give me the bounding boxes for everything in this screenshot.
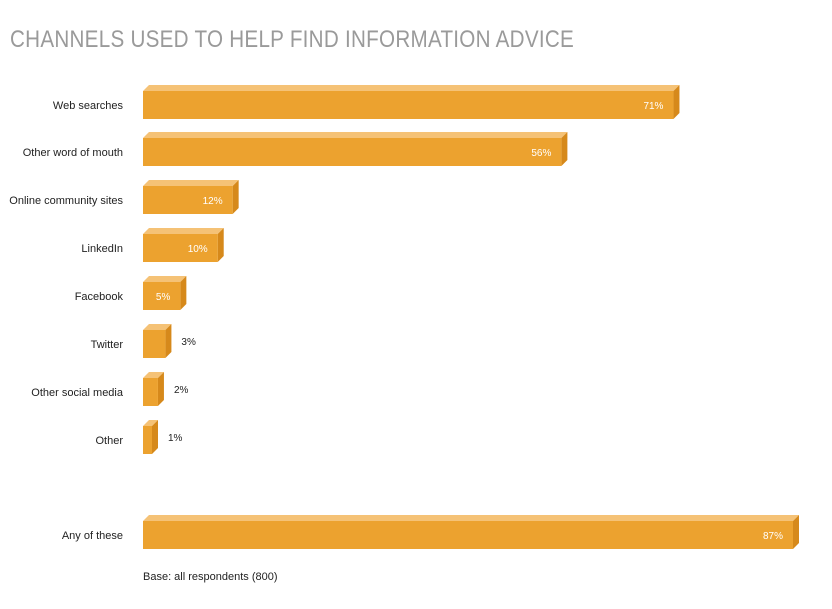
chart-title: CHANNELS USED TO HELP FIND INFORMATION A… xyxy=(10,26,575,53)
value-label-web-searches: 71% xyxy=(643,101,663,112)
bar-side-any-of-these xyxy=(793,515,799,549)
bar-top-other-social-media xyxy=(143,372,164,378)
bar-side-other xyxy=(152,420,158,454)
bar-any-of-these xyxy=(143,521,793,549)
bar-facebook xyxy=(143,282,181,310)
bar-top-other-word-of-mouth xyxy=(143,132,568,138)
value-label-facebook: 5% xyxy=(156,292,171,303)
bar-side-online-community-sites xyxy=(232,180,239,214)
bar-top-web-searches xyxy=(143,85,680,91)
bar-side-linkedin xyxy=(217,228,224,262)
category-label-other: Other xyxy=(95,435,123,447)
bar-other xyxy=(143,426,152,454)
category-label-twitter: Twitter xyxy=(91,339,124,351)
bar-web-searches xyxy=(143,91,674,119)
value-label-linkedin: 10% xyxy=(188,244,208,255)
category-label-web-searches: Web searches xyxy=(53,100,124,112)
bar-side-other-social-media xyxy=(157,372,164,406)
footnote: Base: all respondents (800) xyxy=(143,571,278,583)
value-label-any-of-these: 87% xyxy=(763,531,783,542)
value-label-twitter: 3% xyxy=(181,337,196,348)
bar-side-facebook xyxy=(180,276,187,310)
bar-linkedin xyxy=(143,234,218,262)
value-label-online-community-sites: 12% xyxy=(203,196,223,207)
category-label-linkedin: LinkedIn xyxy=(81,243,123,255)
category-label-online-community-sites: Online community sites xyxy=(9,195,123,207)
value-label-other: 1% xyxy=(168,433,183,444)
value-label-other-social-media: 2% xyxy=(174,385,189,396)
bar-top-other xyxy=(143,420,158,426)
bar-top-twitter xyxy=(143,324,172,330)
bar-top-online-community-sites xyxy=(143,180,239,186)
bar-online-community-sites xyxy=(143,186,233,214)
bar-top-linkedin xyxy=(143,228,224,234)
bar-side-twitter xyxy=(165,324,172,358)
bar-side-web-searches xyxy=(673,85,680,119)
bar-twitter xyxy=(143,330,166,358)
bar-other-word-of-mouth xyxy=(143,138,562,166)
category-label-other-word-of-mouth: Other word of mouth xyxy=(23,147,123,159)
category-label-other-social-media: Other social media xyxy=(31,387,124,399)
bar-top-facebook xyxy=(143,276,187,282)
category-label-facebook: Facebook xyxy=(75,291,124,303)
category-label-any-of-these: Any of these xyxy=(62,530,123,542)
bar-top-any-of-these xyxy=(143,515,799,521)
value-label-other-word-of-mouth: 56% xyxy=(531,148,551,159)
bar-side-other-word-of-mouth xyxy=(561,132,568,166)
bar-other-social-media xyxy=(143,378,158,406)
